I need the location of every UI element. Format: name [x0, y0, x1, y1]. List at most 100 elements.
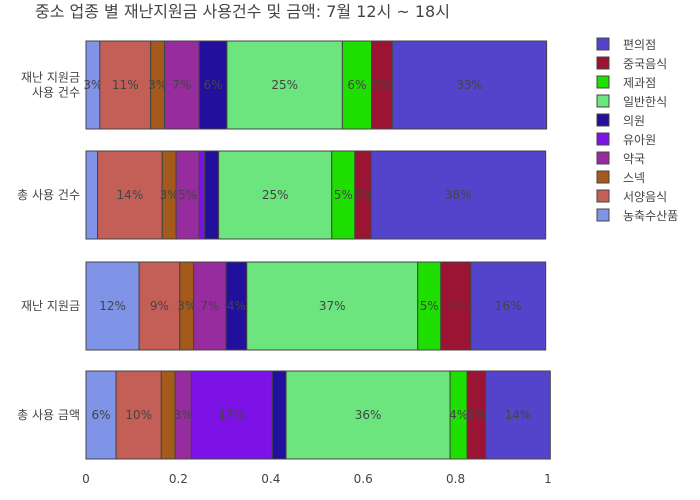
data-label: 3% — [160, 188, 179, 202]
legend-item: 중국음식 — [596, 56, 667, 71]
data-label: 3% — [174, 408, 193, 422]
bar-segment — [193, 261, 227, 351]
legend-label: 의원 — [623, 114, 645, 128]
bar-segment — [204, 150, 220, 240]
category-label: 재난 지원금 — [21, 299, 80, 313]
bar-segment — [391, 40, 548, 130]
legend-swatch — [596, 75, 610, 89]
data-label: 7% — [172, 78, 191, 92]
bar-segment — [440, 261, 472, 351]
data-label: 9% — [150, 299, 169, 313]
legend-label: 중국음식 — [623, 57, 667, 71]
data-label: 37% — [319, 299, 346, 313]
x-tick-label: 0.8 — [446, 472, 465, 486]
bars-group: 3% 11% 3% 7% 6% 25% 6% 5% 33%14% 3% 5% 25% 5% 3% 38%12… — [83, 40, 551, 460]
x-tick-label: 1 — [544, 472, 552, 486]
data-label: 33% — [456, 78, 483, 92]
data-label: 6% — [204, 78, 223, 92]
data-label: 3% — [467, 408, 486, 422]
legend-item: 의원 — [596, 113, 645, 128]
legend-item: 서양음식 — [596, 189, 667, 204]
bar-segment — [246, 261, 419, 351]
data-label: 14% — [505, 408, 532, 422]
legend-swatch — [596, 94, 610, 108]
bar-segment — [85, 370, 117, 460]
legend-swatch — [596, 56, 610, 70]
category-label: 총 사용 금액 — [17, 408, 80, 422]
bar-segment — [218, 150, 333, 240]
legend-item: 편의점 — [596, 37, 656, 52]
bar-segment — [85, 150, 99, 240]
legend-item: 일반한식 — [596, 94, 667, 109]
data-label: 6% — [347, 78, 366, 92]
bar-segment — [138, 261, 181, 351]
bar-segment — [198, 150, 206, 240]
legend-label: 편의점 — [623, 38, 656, 52]
legend-swatch — [596, 189, 610, 203]
legend-label: 농축수산품 — [623, 209, 678, 223]
data-label: 12% — [99, 299, 126, 313]
bar-segment — [370, 150, 547, 240]
bar-segment — [99, 40, 152, 130]
legend-swatch — [596, 132, 610, 146]
legend-swatch — [596, 151, 610, 165]
data-label: 7% — [200, 299, 219, 313]
category-label: 재난 지원금 사용 건수 — [21, 71, 80, 100]
data-label: 3% — [353, 188, 372, 202]
data-label: 36% — [355, 408, 382, 422]
legend-label: 스넥 — [623, 171, 645, 185]
data-label: 10% — [125, 408, 152, 422]
data-label: 4% — [449, 408, 468, 422]
data-label: 17% — [218, 408, 245, 422]
bar-segment — [226, 40, 343, 130]
bar-segment — [271, 370, 287, 460]
bar-segment — [285, 370, 451, 460]
legend-label: 제과점 — [623, 76, 656, 90]
bar-segment — [97, 150, 163, 240]
legend-swatch — [596, 208, 610, 222]
data-label: 5% — [372, 78, 391, 92]
data-label: 11% — [112, 78, 139, 92]
bar-segment — [190, 370, 273, 460]
legend-item: 제과점 — [596, 75, 656, 90]
data-label: 3% — [83, 78, 102, 92]
data-label: 4% — [227, 299, 246, 313]
bar-segment — [485, 370, 551, 460]
data-label: 6% — [91, 408, 110, 422]
x-tick-label: 0.2 — [169, 472, 188, 486]
category-label: 총 사용 건수 — [17, 188, 80, 202]
data-label: 3% — [148, 78, 167, 92]
legend-swatch — [596, 37, 610, 51]
bar-segment — [85, 261, 140, 351]
data-label: 3% — [177, 299, 196, 313]
legend-label: 서양음식 — [623, 190, 667, 204]
legend-item: 약국 — [596, 151, 645, 166]
legend-item: 농축수산품 — [596, 208, 678, 223]
x-tick-label: 0 — [82, 472, 90, 486]
legend-item: 유아원 — [596, 132, 656, 147]
data-label: 25% — [262, 188, 289, 202]
data-label: 38% — [445, 188, 472, 202]
data-label: 7% — [446, 299, 465, 313]
data-label: 25% — [271, 78, 298, 92]
bar-segment — [470, 261, 547, 351]
legend-label: 약국 — [623, 151, 645, 166]
x-tick-label: 0.6 — [354, 472, 373, 486]
legend-item: 스넥 — [596, 170, 645, 185]
x-axis: 0 0.2 0.4 0.6 0.8 1 — [82, 472, 552, 486]
data-label: 5% — [420, 299, 439, 313]
x-tick-label: 0.4 — [261, 472, 280, 486]
data-label: 5% — [334, 188, 353, 202]
data-label: 14% — [117, 188, 144, 202]
chart-title: 중소 업종 별 재난지원금 사용건수 및 금액: 7월 12시 ~ 18시 — [35, 2, 450, 21]
legend-label: 일반한식 — [623, 95, 667, 109]
legend-label: 유아원 — [623, 133, 656, 147]
legend-swatch — [596, 170, 610, 184]
data-label: 16% — [495, 299, 522, 313]
bar-segment — [164, 40, 200, 130]
legend-swatch — [596, 113, 610, 127]
data-label: 5% — [178, 188, 197, 202]
